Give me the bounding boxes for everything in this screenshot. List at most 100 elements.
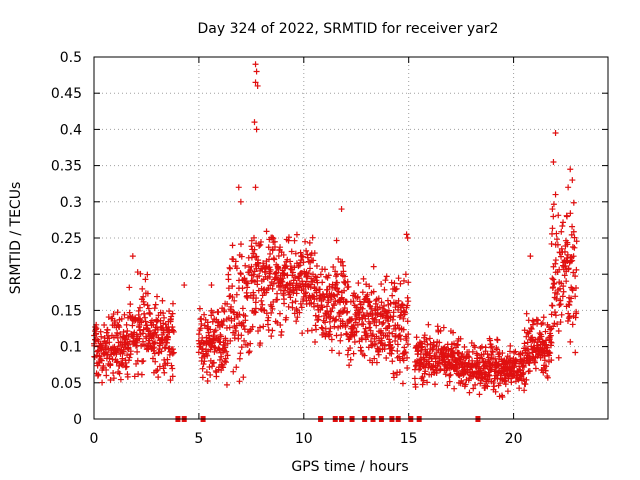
data-point — [570, 199, 577, 206]
data-point — [101, 322, 108, 329]
data-point — [524, 339, 531, 346]
data-point — [472, 381, 479, 388]
data-point — [393, 285, 400, 292]
data-point — [355, 280, 362, 287]
data-point — [405, 279, 412, 286]
data-point — [552, 260, 559, 267]
data-point — [160, 365, 167, 372]
data-point-outlier — [129, 253, 136, 260]
data-point — [283, 314, 290, 321]
data-point — [569, 287, 576, 294]
data-point — [446, 378, 453, 385]
data-point-outlier — [567, 166, 574, 173]
data-point — [298, 304, 305, 311]
data-point — [348, 317, 355, 324]
data-point — [220, 364, 227, 371]
data-point — [253, 240, 260, 247]
data-point — [247, 340, 254, 347]
data-point — [486, 372, 493, 379]
data-point — [386, 329, 393, 336]
data-point — [550, 284, 557, 291]
data-point — [402, 271, 409, 278]
data-point — [502, 381, 509, 388]
data-point — [144, 271, 151, 278]
data-point — [461, 343, 468, 350]
data-point — [277, 244, 284, 251]
data-point — [146, 309, 153, 316]
data-point-outlier — [338, 206, 345, 213]
data-point — [312, 338, 319, 345]
data-point — [292, 250, 299, 257]
data-point — [311, 303, 318, 310]
data-point — [280, 251, 287, 258]
data-point — [343, 330, 350, 337]
y-tick-label: 0.4 — [60, 122, 82, 138]
data-point — [273, 269, 280, 276]
data-point — [404, 318, 411, 325]
data-point — [556, 285, 563, 292]
data-point-outlier — [549, 206, 556, 213]
data-point — [160, 329, 167, 336]
data-point — [572, 293, 579, 300]
data-point — [327, 325, 334, 332]
data-point — [151, 344, 158, 351]
data-point — [147, 310, 154, 317]
data-point — [373, 322, 380, 329]
data-point — [432, 381, 439, 388]
data-point — [385, 307, 392, 314]
data-point — [381, 286, 388, 293]
data-point — [95, 371, 102, 378]
data-point — [266, 256, 273, 263]
data-point — [306, 265, 313, 272]
data-point — [121, 311, 128, 318]
data-point — [394, 341, 401, 348]
data-point — [341, 304, 348, 311]
data-point — [229, 283, 236, 290]
data-point — [296, 309, 303, 316]
data-point — [285, 303, 292, 310]
data-point — [426, 335, 433, 342]
data-point — [169, 310, 176, 317]
data-point — [382, 341, 389, 348]
data-point — [117, 331, 124, 338]
data-point — [238, 253, 245, 260]
data-point — [552, 257, 559, 264]
data-point — [442, 371, 449, 378]
data-point — [523, 333, 530, 340]
data-point — [507, 348, 514, 355]
data-point — [378, 281, 385, 288]
data-point — [305, 258, 312, 265]
data-point — [548, 339, 555, 346]
data-point — [230, 308, 237, 315]
data-point — [139, 285, 146, 292]
data-point — [334, 279, 341, 286]
data-point — [400, 326, 407, 333]
data-point — [447, 371, 454, 378]
data-point — [233, 291, 240, 298]
data-point — [555, 328, 562, 335]
plot-frame — [93, 56, 609, 420]
data-point — [372, 340, 379, 347]
chart-title: Day 324 of 2022, SRMTID for receiver yar… — [198, 21, 499, 37]
data-point — [292, 298, 299, 305]
data-point — [256, 242, 263, 249]
data-point — [274, 290, 281, 297]
data-point — [488, 343, 495, 350]
data-point — [487, 366, 494, 373]
data-point — [571, 244, 578, 251]
data-point — [366, 324, 373, 331]
grid — [94, 57, 608, 419]
data-point — [341, 273, 348, 280]
data-point — [347, 345, 354, 352]
data-point — [263, 289, 270, 296]
data-point — [400, 315, 407, 322]
data-point — [278, 328, 285, 335]
data-point — [331, 323, 338, 330]
y-tick-label: 0.35 — [51, 159, 82, 175]
data-point — [356, 298, 363, 305]
data-point — [364, 310, 371, 317]
data-point — [492, 388, 499, 395]
data-point — [168, 362, 175, 369]
data-point — [138, 319, 145, 326]
data-point — [488, 352, 495, 359]
